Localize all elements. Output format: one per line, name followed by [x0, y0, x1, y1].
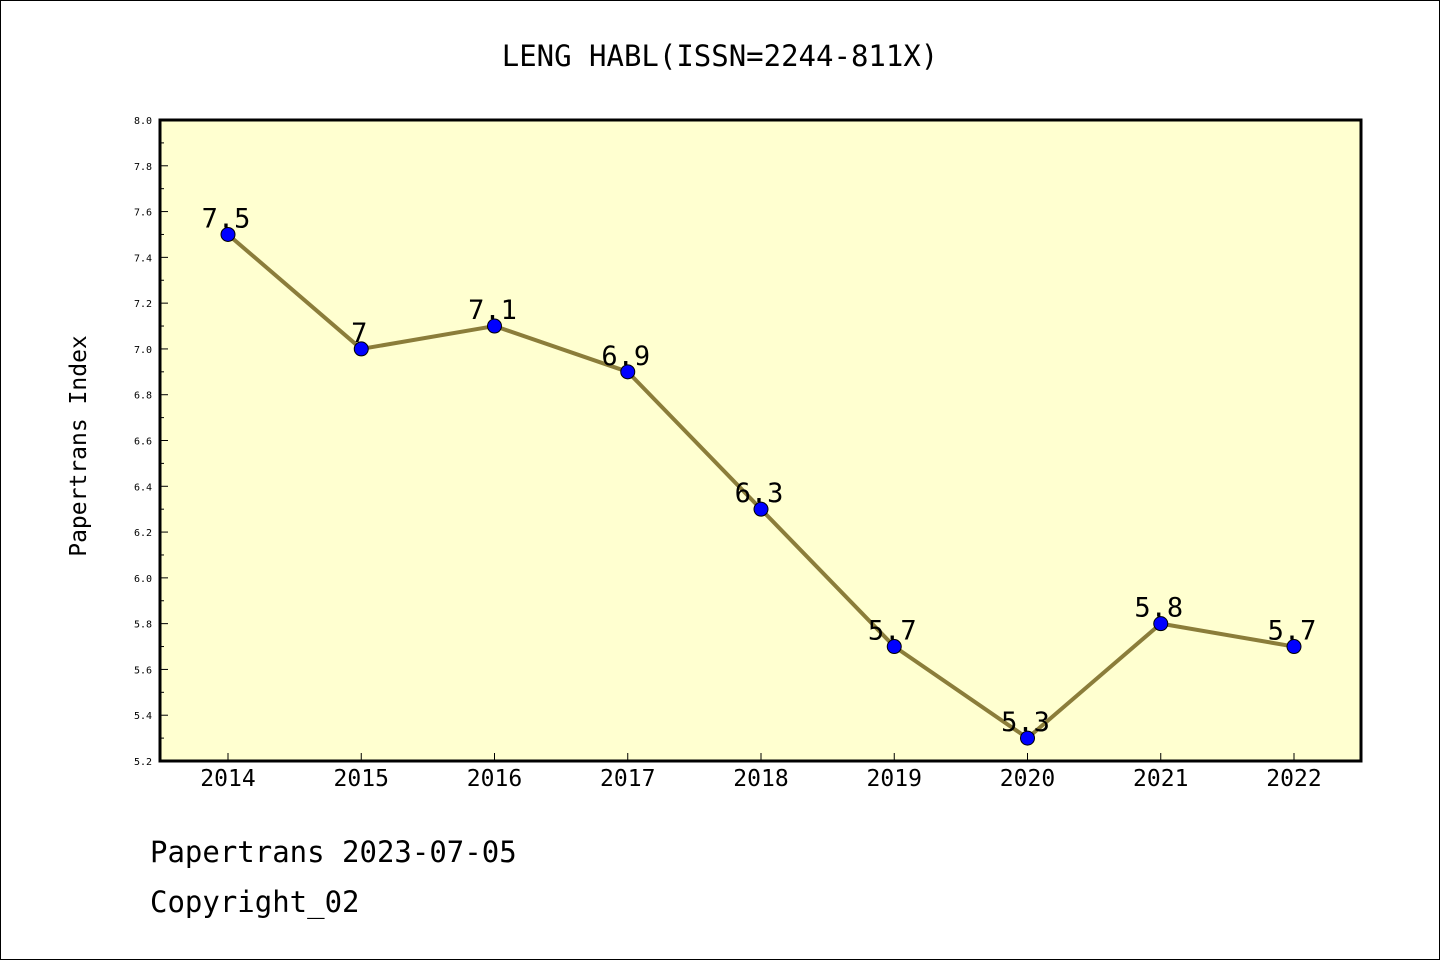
- y-tick-label: 5.6: [134, 665, 152, 676]
- data-label: 5.8: [1134, 593, 1183, 624]
- data-point: [886, 639, 902, 655]
- data-point: [1286, 639, 1302, 655]
- data-label: 7.1: [468, 295, 517, 326]
- y-tick-label: 5.4: [134, 711, 152, 722]
- y-tick-label: 6.8: [134, 391, 152, 402]
- x-tick-label: 2015: [334, 766, 389, 792]
- y-tick-label: 5.8: [134, 620, 152, 631]
- data-label: 5.7: [1268, 616, 1317, 647]
- y-tick-label: 7.8: [134, 162, 152, 173]
- data-point: [753, 501, 769, 517]
- footer-copyright-line: Copyright_02: [150, 885, 360, 919]
- data-label: 6.3: [735, 478, 784, 509]
- footer-date-line: Papertrans 2023-07-05: [150, 835, 517, 869]
- series-layer: 7.5 7 7.1 6.9 6.3 5.7 5.3 5.8 5.7: [202, 203, 1317, 746]
- data-label: 6.9: [601, 341, 650, 372]
- y-tick-label: 7.4: [134, 253, 152, 264]
- x-tick-label: 2018: [733, 766, 788, 792]
- y-tick-label: 7.0: [134, 345, 152, 356]
- data-label: 5.7: [868, 616, 917, 647]
- y-tick-label: 7.6: [134, 208, 152, 219]
- data-label: 5.3: [1001, 707, 1050, 738]
- x-axis-ticks: 2014 2015 2016 2017 2018 2019 2020 2021 2022: [200, 753, 1322, 792]
- y-tick-label: 7.2: [134, 299, 152, 310]
- x-tick-label: 2019: [867, 766, 922, 792]
- data-point: [353, 341, 369, 357]
- y-tick-label: 6.0: [134, 574, 152, 585]
- data-point: [620, 364, 636, 380]
- data-label: 7: [351, 318, 367, 349]
- y-axis-ticks: 5.2 5.4 5.6 5.8 6.0 6.2 6.4 6.6 6.8 7.0 7.2 7.4 7.6 7…: [134, 116, 168, 768]
- data-point: [220, 226, 236, 242]
- y-tick-label: 6.4: [134, 482, 152, 493]
- data-point: [1153, 616, 1169, 632]
- x-tick-label: 2020: [1000, 766, 1055, 792]
- data-label: 7.5: [202, 203, 251, 234]
- y-tick-label: 6.2: [134, 528, 152, 539]
- y-tick-label: 5.2: [134, 757, 152, 768]
- x-tick-label: 2014: [200, 766, 255, 792]
- y-tick-label: 8.0: [134, 116, 152, 127]
- plot-area: [158, 118, 1363, 763]
- chart-title: LENG HABL(ISSN=2244-811X): [502, 39, 939, 73]
- data-point: [1020, 730, 1035, 746]
- x-tick-label: 2016: [467, 766, 522, 792]
- y-tick-label: 6.6: [134, 437, 152, 448]
- x-tick-label: 2017: [600, 766, 655, 792]
- x-tick-label: 2021: [1133, 766, 1188, 792]
- y-axis-label: Papertrans Index: [66, 335, 92, 557]
- data-point: [487, 318, 502, 334]
- x-tick-label: 2022: [1266, 766, 1321, 792]
